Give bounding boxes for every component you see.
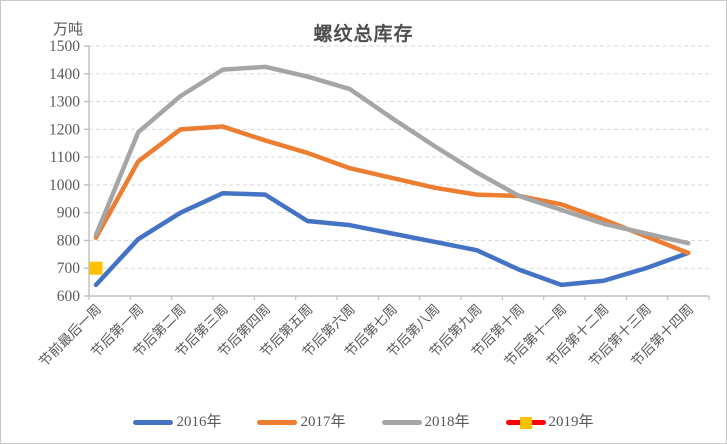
legend: 2016年 2017年 2018年 2019年 (1, 415, 726, 430)
legend-item-2019: 2019年 (505, 414, 594, 430)
x-axis-ticks (88, 296, 710, 300)
x-axis-labels: 节前最后一周节后第一周节后第二周节后第三周节后第四周节后第五周节后第六周节后第七… (36, 301, 697, 370)
y-gridlines (89, 45, 709, 269)
svg-text:节前最后一周: 节前最后一周 (36, 301, 105, 370)
svg-text:1200: 1200 (49, 121, 80, 138)
y-axis-unit-label: 万吨 (53, 22, 84, 38)
svg-text:800: 800 (57, 232, 81, 249)
svg-text:1400: 1400 (49, 66, 80, 83)
legend-swatch-2016-line (133, 420, 174, 425)
legend-item-2016: 2016年 (133, 415, 221, 430)
series-line-0 (93, 190, 691, 288)
y-axis-tick-labels: 600 700 800 900 1000 1100 1200 1300 1400 1500 (49, 38, 89, 305)
svg-text:900: 900 (57, 205, 81, 222)
svg-text:1500: 1500 (49, 38, 80, 55)
legend-label-2016: 2016年 (176, 414, 222, 430)
legend-label-2017: 2017年 (300, 414, 346, 430)
series-line-1 (93, 124, 691, 256)
svg-text:1000: 1000 (49, 177, 80, 194)
legend-swatch-2017-line (257, 420, 298, 425)
legend-item-2017: 2017年 (257, 414, 346, 430)
svg-text:600: 600 (57, 288, 81, 305)
svg-text:1300: 1300 (49, 94, 80, 111)
series-line-2 (93, 64, 691, 246)
legend-item-2018: 2018年 (381, 414, 470, 430)
legend-swatch-2018-line (381, 420, 422, 425)
svg-text:700: 700 (57, 260, 81, 277)
legend-label-2019: 2019年 (548, 414, 594, 430)
svg-text:1100: 1100 (50, 149, 81, 166)
legend-swatch-2019-line (505, 416, 546, 429)
legend-marker-square-icon (519, 416, 532, 429)
series-marker-3 (89, 261, 103, 275)
legend-label-2018: 2018年 (424, 414, 470, 430)
